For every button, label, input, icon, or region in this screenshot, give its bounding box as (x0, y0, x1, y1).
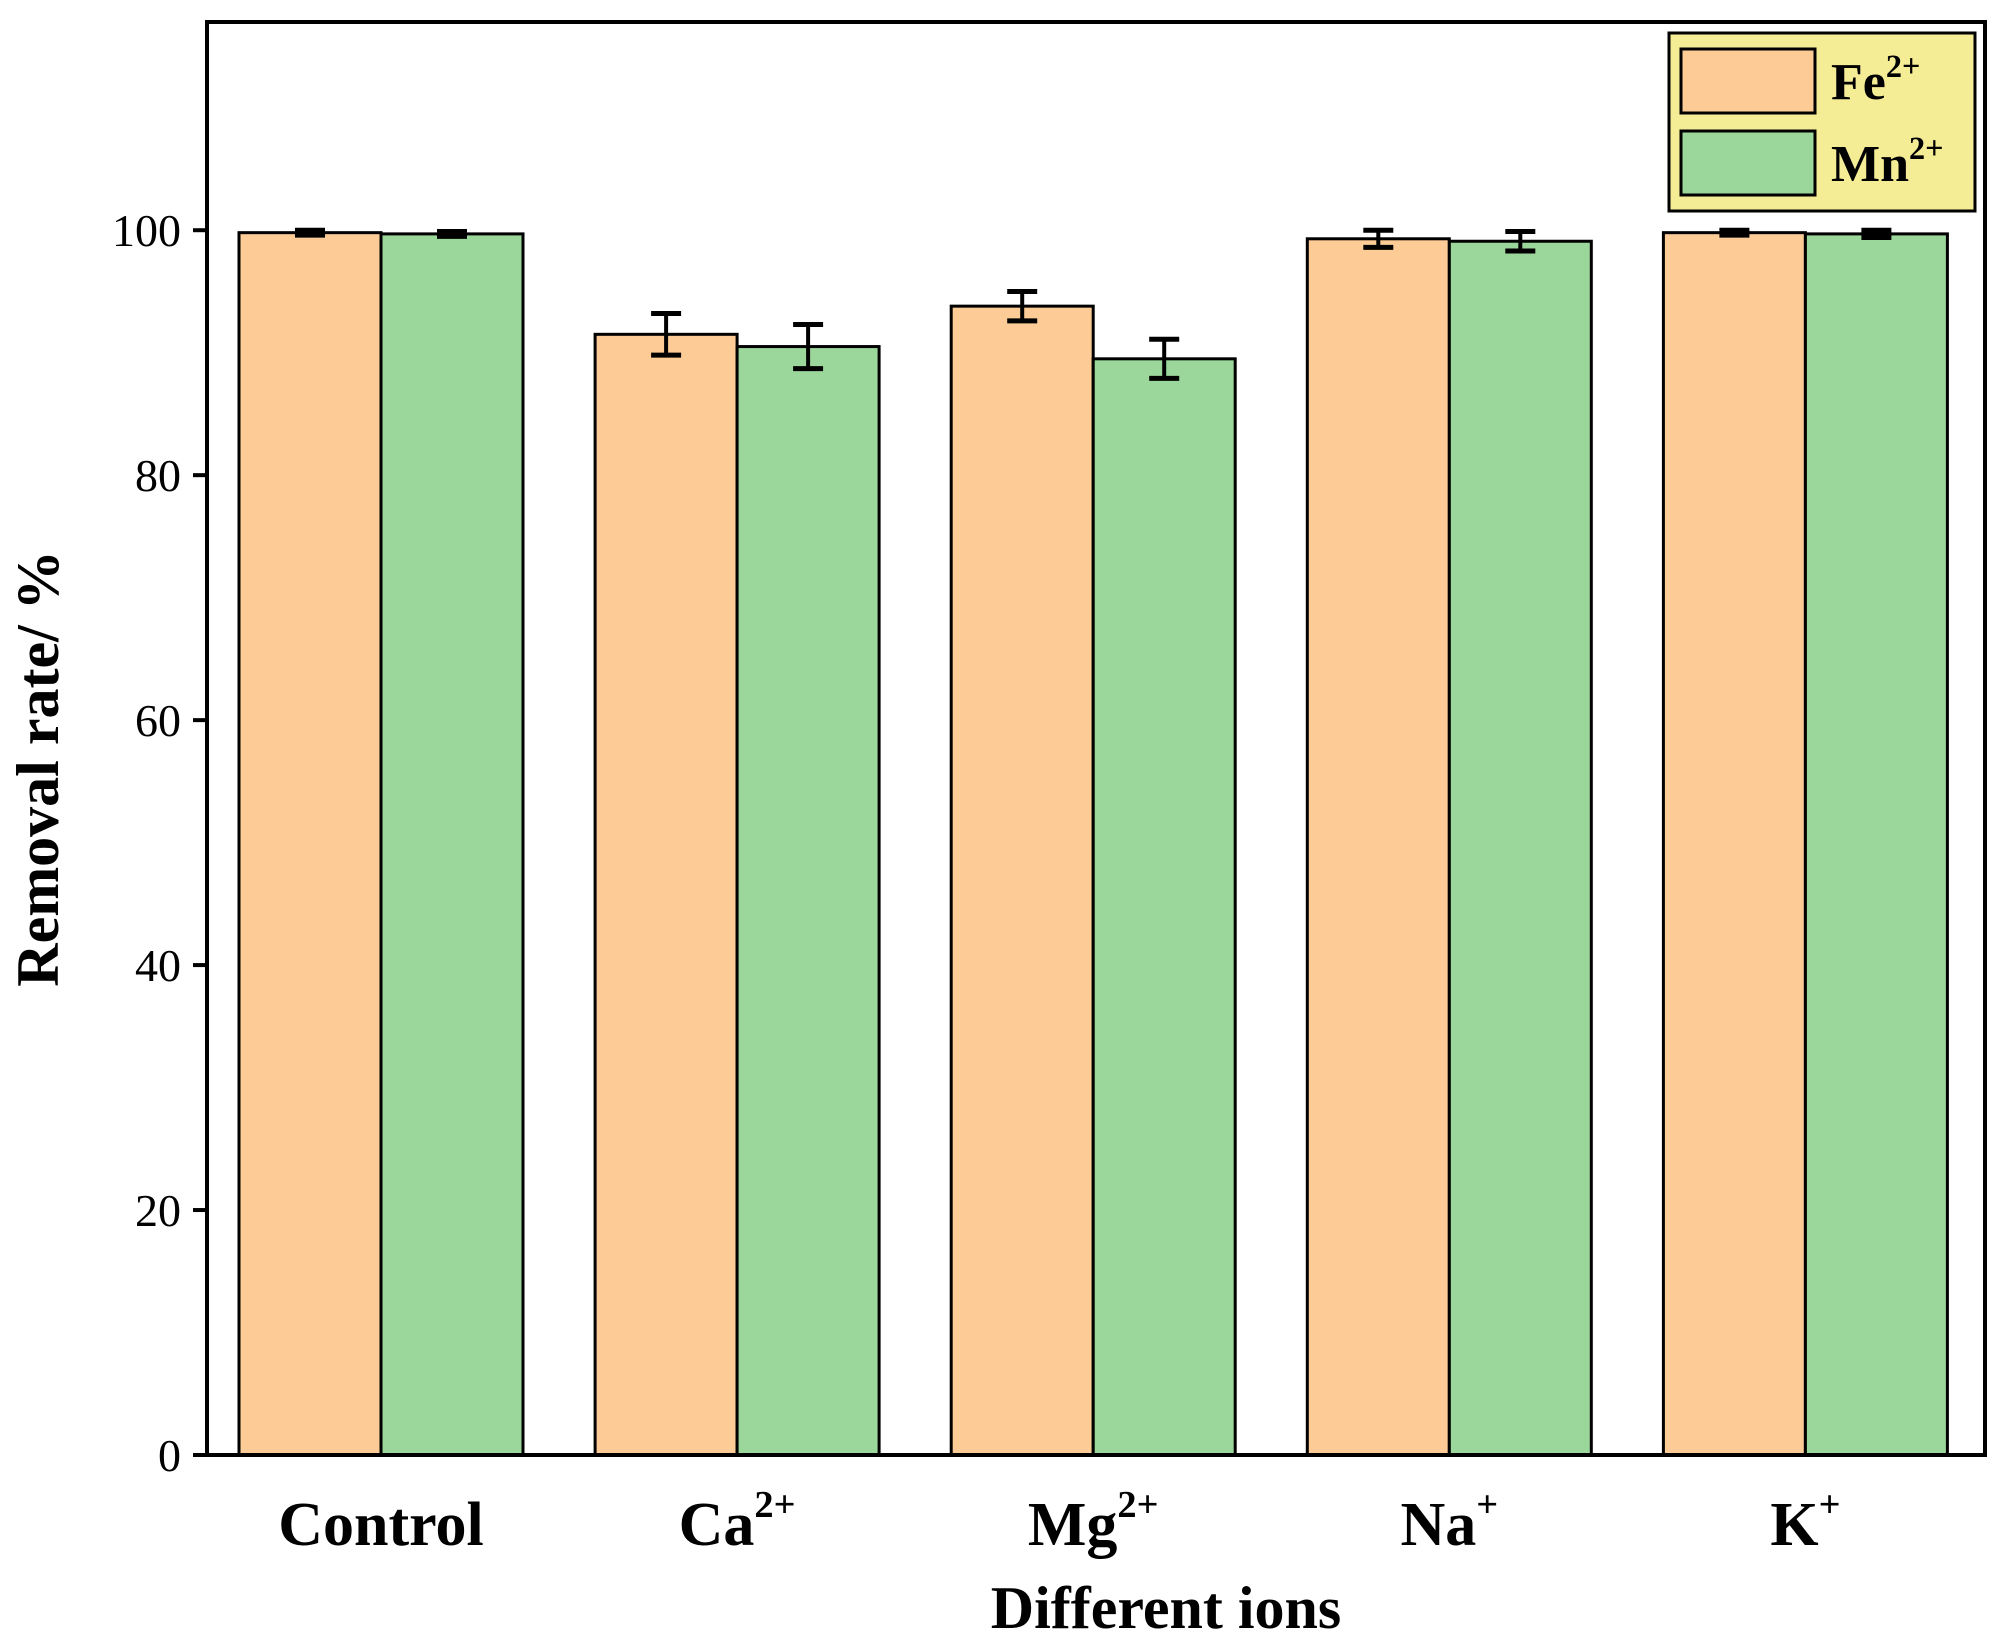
x-category-label-base: Ca (679, 1491, 755, 1559)
x-category-label-base: K (1770, 1491, 1818, 1559)
x-category-label-base: Control (278, 1491, 484, 1559)
legend-label-sup: 2+ (1909, 130, 1944, 166)
x-category-label-sup: + (1819, 1484, 1841, 1526)
x-category-label: Control (278, 1491, 484, 1559)
x-category-label: K+ (1770, 1484, 1840, 1559)
y-tick-label: 0 (158, 1430, 181, 1481)
error-bar (1007, 288, 1038, 324)
bar-fe-4 (1661, 231, 1807, 1457)
bar-mn-2 (1091, 357, 1237, 1457)
x-axis-title: Different ions (991, 1575, 1342, 1641)
bar-fe-1 (593, 332, 739, 1457)
x-category-label: Na+ (1400, 1484, 1498, 1559)
legend-swatch-fe (1679, 47, 1817, 115)
bar-mn-3 (1447, 239, 1593, 1457)
bar-mn-4 (1803, 232, 1949, 1457)
y-tick-label: 20 (135, 1185, 181, 1236)
error-bar (295, 227, 325, 238)
error-bar (1149, 336, 1180, 381)
error-bar (793, 322, 824, 372)
error-bar (1861, 227, 1892, 241)
y-tick-label: 80 (135, 450, 181, 501)
bar-mn-1 (735, 345, 881, 1457)
x-category-label: Ca2+ (679, 1484, 796, 1559)
bar-fe-3 (1305, 237, 1451, 1457)
y-tick-label: 40 (135, 940, 181, 991)
bars-layer (237, 231, 1949, 1457)
error-bars-layer (295, 227, 1892, 381)
y-axis-ticks: 0 20 40 60 80 100 (112, 205, 207, 1481)
y-tick-label: 60 (135, 695, 181, 746)
legend-label-base: Mn (1831, 136, 1909, 193)
x-category-label-sup: 2+ (754, 1484, 795, 1526)
x-category-label-base: Na (1400, 1491, 1476, 1559)
error-bar (1719, 227, 1750, 238)
plot-frame (205, 20, 1987, 1457)
bar-mn-0 (379, 232, 525, 1457)
error-bar (1363, 227, 1394, 250)
legend-swatch-mn (1679, 129, 1817, 197)
y-axis-title: Removal rate/ % (5, 550, 71, 987)
error-bar (437, 228, 467, 239)
x-category-label-base: Mg (1028, 1491, 1118, 1559)
legend-label-mn: Mn2+ (1831, 130, 1944, 193)
x-category-label: Mg2+ (1028, 1484, 1159, 1559)
bar-fe-2 (949, 304, 1095, 1457)
x-category-label-sup: + (1476, 1484, 1498, 1526)
legend: Fe2+Mn2+ (1667, 31, 1977, 213)
bar-fe-0 (237, 231, 383, 1457)
legend-label-fe: Fe2+ (1831, 48, 1920, 111)
legend-label-sup: 2+ (1886, 48, 1921, 84)
y-tick-label: 100 (112, 205, 181, 256)
x-category-label-sup: 2+ (1117, 1484, 1158, 1526)
x-axis-category-labels: Control Ca2+ Mg2+ Na+ K+ (278, 1484, 1840, 1559)
error-bar (1505, 228, 1536, 254)
legend-label-base: Fe (1831, 54, 1886, 111)
error-bar (651, 310, 682, 358)
